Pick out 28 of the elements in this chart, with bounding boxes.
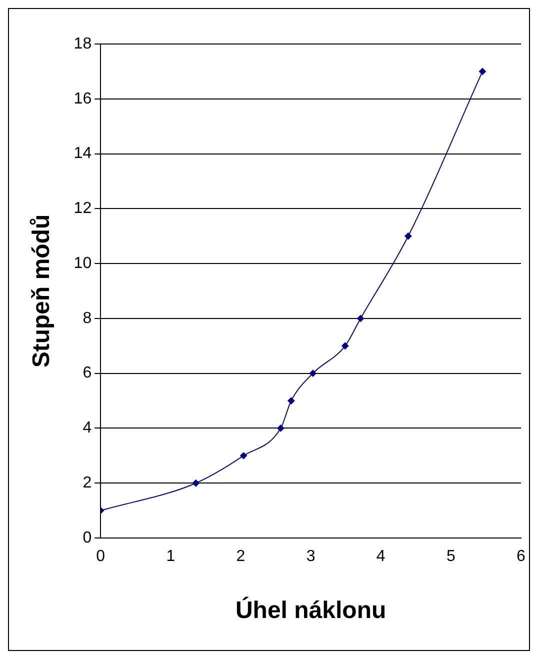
y-tick-label: 14 xyxy=(74,145,92,162)
point xyxy=(277,424,284,432)
x-tick-label: 1 xyxy=(166,548,176,566)
point xyxy=(240,452,248,460)
y-tick-label: 8 xyxy=(82,310,92,327)
y-tick-label: 4 xyxy=(82,420,92,437)
y-tick-label: 6 xyxy=(82,364,92,382)
y-tick-label: 10 xyxy=(74,254,92,272)
point xyxy=(478,68,486,75)
point xyxy=(192,480,200,487)
y-tick-label: 18 xyxy=(74,35,92,52)
x-axis-title: Úhel náklonu xyxy=(235,596,386,624)
y-axis-title: Stupeň módů xyxy=(28,214,56,368)
y-tick-label: 16 xyxy=(74,90,92,108)
point xyxy=(288,397,295,404)
y-tick-label: 2 xyxy=(82,474,92,492)
y-tick-label: 12 xyxy=(74,200,92,218)
point xyxy=(309,370,316,377)
x-tick-label: 3 xyxy=(306,548,316,566)
point xyxy=(357,314,364,322)
y-tick-label: 0 xyxy=(82,529,92,546)
point xyxy=(342,342,349,350)
x-tick-label: 2 xyxy=(236,548,246,566)
x-tick-label: 0 xyxy=(96,548,106,566)
point xyxy=(404,232,412,240)
x-tick-label: 4 xyxy=(376,548,386,566)
x-tick-label: 5 xyxy=(446,548,456,566)
x-tick-label: 6 xyxy=(516,548,526,566)
